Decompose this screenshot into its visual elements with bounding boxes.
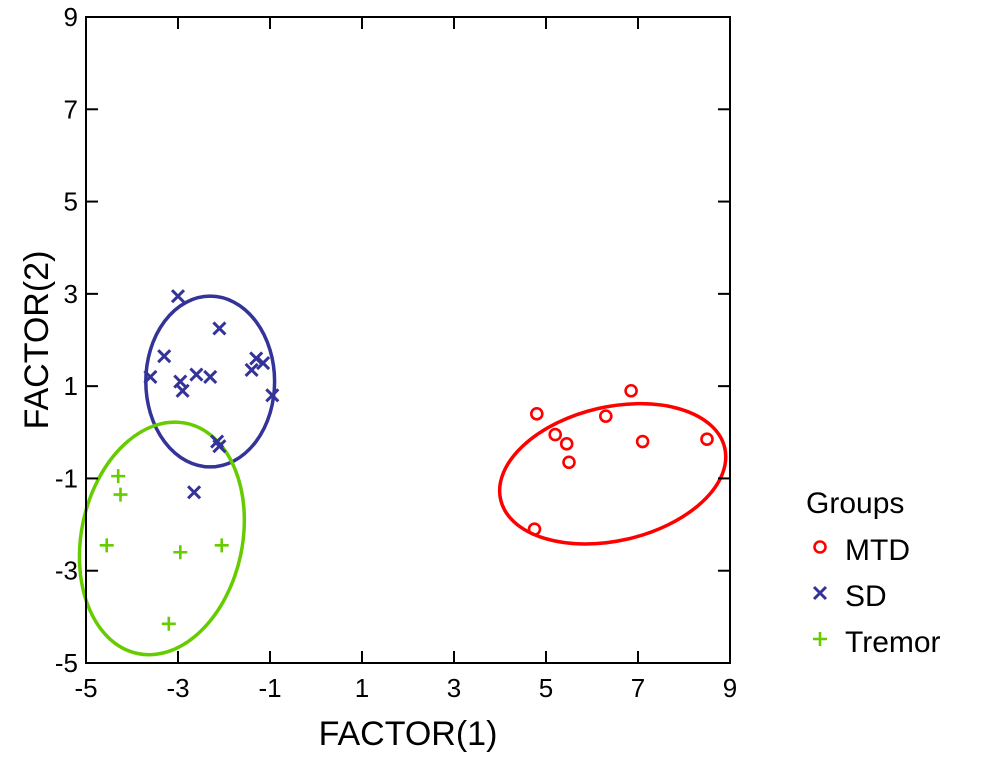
tremor-point xyxy=(99,538,114,553)
y-tick-label: -1 xyxy=(55,463,78,493)
sd-confidence-ellipse xyxy=(144,294,277,469)
y-tick-label: 1 xyxy=(64,371,78,401)
legend-marker-tremor xyxy=(813,632,827,646)
mtd-point xyxy=(529,407,544,421)
sd-point xyxy=(187,485,202,500)
sd-point xyxy=(170,289,186,304)
mtd-point xyxy=(548,427,563,442)
mtd-point xyxy=(624,383,638,398)
tremor-point xyxy=(111,469,126,484)
sd-point xyxy=(244,362,259,378)
mtd-point xyxy=(527,522,542,536)
mtd-point xyxy=(598,409,613,423)
group-ellipses xyxy=(77,294,728,657)
sd-point xyxy=(157,349,172,364)
sd-point xyxy=(175,383,190,398)
x-axis-label: FACTOR(1) xyxy=(319,715,498,753)
y-tick-label: -5 xyxy=(55,648,78,678)
x-tick-label: 5 xyxy=(539,673,553,703)
sd-point xyxy=(189,367,204,382)
mtd-point xyxy=(700,432,714,447)
x-tick-label: -1 xyxy=(258,673,281,703)
legend-marker-sd xyxy=(812,585,828,601)
sd-point xyxy=(256,356,271,371)
y-tick-label: -3 xyxy=(55,556,78,586)
sd-point xyxy=(212,439,227,454)
y-tick-label: 5 xyxy=(64,187,78,217)
legend-marker-mtd xyxy=(813,540,827,554)
plot-frame xyxy=(85,16,731,664)
sd-point xyxy=(249,351,264,366)
sd-point xyxy=(212,321,227,336)
tremor-point xyxy=(214,538,229,553)
mtd-point xyxy=(635,434,650,449)
legend-item-mtd: MTD xyxy=(813,534,910,567)
legend-label-tremor: Tremor xyxy=(845,626,941,659)
x-tick-label: -3 xyxy=(166,673,189,703)
x-tick-label: -5 xyxy=(74,673,97,703)
legend-item-sd: SD xyxy=(812,580,887,613)
y-tick-label: 9 xyxy=(64,2,78,32)
tremor-point xyxy=(113,487,128,502)
y-tick-label: 3 xyxy=(64,279,78,309)
legend-title: Groups xyxy=(806,487,904,520)
legend: Groups MTD SD Tremor xyxy=(806,487,941,659)
x-tick-label: 7 xyxy=(631,673,645,703)
sd-point xyxy=(143,369,158,384)
legend-label-mtd: MTD xyxy=(845,534,910,567)
tremor-point xyxy=(173,545,188,560)
x-tick-label: 3 xyxy=(447,673,461,703)
data-points xyxy=(99,289,714,631)
mtd-confidence-ellipse xyxy=(497,401,728,546)
x-tick-label: 1 xyxy=(355,673,369,703)
y-tick-label: 7 xyxy=(64,94,78,124)
x-tick-label: 9 xyxy=(723,673,737,703)
tremor-confidence-ellipse xyxy=(77,420,247,657)
tremor-point xyxy=(161,616,176,631)
sd-point xyxy=(203,369,218,384)
legend-label-sd: SD xyxy=(845,580,887,613)
legend-item-tremor: Tremor xyxy=(813,626,941,659)
mtd-point xyxy=(562,455,576,470)
sd-point xyxy=(265,388,280,403)
axis-ticks: -5 -3 -1 1 3 5 7 9 -5 -3 -1 1 3 5 7 9 xyxy=(55,2,737,703)
mtd-point xyxy=(559,437,574,451)
y-axis-label: FACTOR(2) xyxy=(18,251,56,430)
